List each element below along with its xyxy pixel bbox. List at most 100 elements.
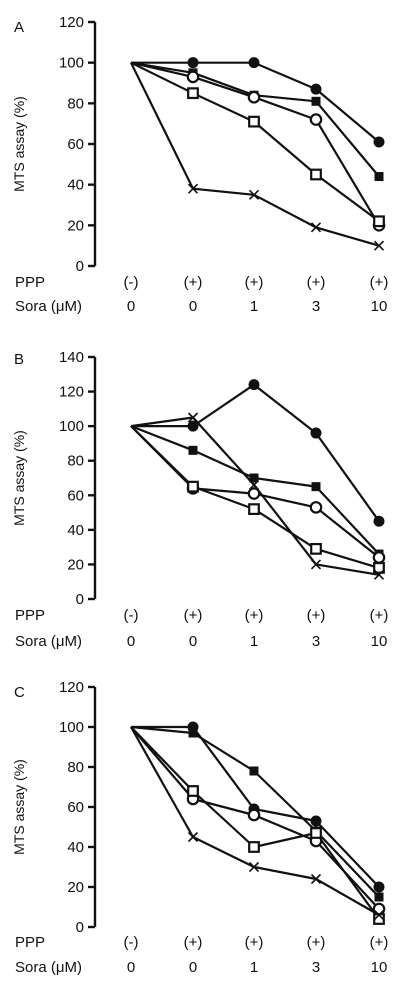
x-tick-label: (+) [184,934,203,951]
data-point [249,473,259,483]
series-markers-cross [187,831,385,921]
y-tick-label: 60 [67,487,84,504]
y-axis-label: MTS assay (%) [11,759,27,855]
data-point [247,808,261,822]
series-markers-open-circle [186,70,386,232]
data-point [373,881,385,893]
series-line [131,383,380,522]
data-point [187,785,199,797]
data-point [372,551,386,564]
row-label: PPP [15,607,45,624]
y-tick-label: 20 [67,556,84,573]
data-point [374,172,384,182]
data-point [248,115,260,128]
x-tick-label: (+) [245,607,264,624]
data-point [310,427,322,439]
y-tick-label: 120 [59,14,84,31]
data-point [310,542,322,555]
x-tick-label: (+) [307,934,326,951]
y-tick-label: 140 [59,349,84,366]
x-tick-label: 1 [250,959,258,976]
data-point [310,815,322,827]
x-tick-label: 10 [371,298,388,315]
data-point [187,480,199,493]
panel-label: A [14,19,24,36]
y-tick-label: 120 [59,384,84,401]
data-point [310,873,322,885]
data-point [309,501,323,514]
y-tick-label: 20 [67,879,84,896]
x-tick-label: 10 [371,959,388,976]
data-point [186,70,200,84]
x-tick-label: 0 [127,298,135,315]
y-tick-label: 60 [67,799,84,816]
data-point [187,831,199,843]
series-markers-cross [187,183,385,251]
y-tick-label: 40 [67,522,84,539]
x-tick-label: 0 [189,959,197,976]
series-line [130,726,380,920]
x-tick-label: 3 [312,298,320,315]
data-point [248,841,260,853]
y-axis-label: MTS assay (%) [11,96,27,192]
data-point [247,487,261,500]
row-label: Sora (μM) [15,633,82,650]
x-tick-label: (+) [184,274,203,291]
x-tick-label: 3 [312,959,320,976]
y-tick-label: 0 [76,919,84,936]
x-tick-label: 0 [127,959,135,976]
data-point [373,240,385,251]
y-tick-label: 0 [76,258,84,275]
panel-label: B [14,351,24,368]
series-line [130,62,380,247]
series-line [130,61,380,226]
row-label: PPP [15,934,45,951]
data-point [187,183,199,194]
series-markers-open-square [187,480,385,574]
row-label: PPP [15,274,45,291]
data-point [373,569,385,580]
x-tick-label: (+) [307,607,326,624]
series-markers-open-square [187,87,385,228]
data-point [311,482,321,492]
data-point [187,87,199,100]
x-tick-label: (-) [124,274,139,291]
y-tick-label: 100 [59,55,84,72]
y-tick-label: 40 [67,839,84,856]
y-tick-label: 80 [67,453,84,470]
data-point [247,90,261,104]
x-tick-label: 1 [250,633,258,650]
data-point [374,892,384,902]
data-point [310,83,322,95]
series-open-square [130,61,380,223]
x-tick-label: 10 [371,633,388,650]
x-tick-label: (+) [370,607,389,624]
data-point [310,168,322,181]
x-tick-label: (+) [307,274,326,291]
y-tick-label: 40 [67,177,84,194]
data-point [248,379,260,391]
series-cross [130,62,380,247]
series-markers-filled-square [188,445,384,559]
series-filled-circle [131,383,380,522]
data-point [373,215,385,228]
data-point [248,503,260,516]
data-point [372,902,386,916]
data-point [248,861,260,873]
x-tick-label: (-) [124,934,139,951]
data-point [311,96,321,106]
x-tick-label: 0 [189,633,197,650]
data-point [373,909,385,921]
x-tick-label: 3 [312,633,320,650]
data-point [187,412,199,423]
y-tick-label: 100 [59,418,84,435]
data-point [187,420,199,432]
data-point [373,515,385,527]
data-point [188,728,198,738]
row-label: Sora (μM) [15,298,82,315]
data-point [187,57,199,69]
